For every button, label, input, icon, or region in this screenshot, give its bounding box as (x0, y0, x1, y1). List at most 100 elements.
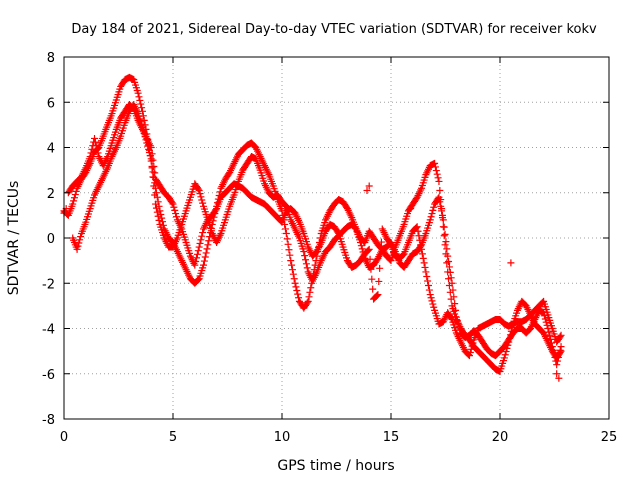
data-point (443, 245, 451, 253)
data-point (436, 198, 444, 206)
data-point (198, 196, 206, 204)
data-point (428, 297, 436, 305)
data-point (136, 96, 144, 104)
data-point (428, 210, 436, 218)
y-tick-label: -6 (42, 368, 55, 383)
x-tick-label: 25 (601, 430, 618, 445)
data-point (557, 331, 565, 339)
data-point (368, 275, 376, 283)
data-point (454, 320, 462, 328)
data-point (440, 232, 448, 240)
data-point (547, 339, 555, 347)
data-point (369, 285, 377, 293)
data-point (427, 294, 435, 302)
x-tick-label: 10 (274, 430, 291, 445)
data-point (364, 246, 372, 254)
data-point (283, 235, 291, 243)
y-tick-label: 6 (47, 96, 55, 111)
data-point (145, 148, 153, 156)
data-point (301, 252, 309, 260)
data-point (377, 238, 385, 246)
data-point (438, 207, 446, 215)
data-point (305, 293, 313, 301)
data-point (153, 208, 161, 216)
data-point (553, 370, 561, 378)
data-point (195, 186, 203, 194)
data-point (199, 229, 207, 237)
y-tick-label: 4 (47, 142, 55, 157)
data-point (556, 333, 564, 341)
data-point (93, 145, 101, 153)
data-point (501, 351, 509, 359)
data-point (445, 263, 453, 271)
y-axis-label: SDTVAR / TECUs (6, 181, 22, 296)
data-point (418, 250, 426, 258)
data-point (300, 248, 308, 256)
data-point (196, 190, 204, 198)
data-point (375, 277, 383, 285)
data-point (451, 300, 459, 308)
data-point (540, 312, 548, 320)
data-point (94, 149, 102, 157)
ticks-layer: 0 5 10 15 20 25 -8 -6 -4 -2 0 2 4 6 8 (42, 51, 617, 445)
data-point (71, 191, 79, 199)
data-point (438, 211, 446, 219)
data-point (75, 239, 83, 247)
data-point (148, 164, 156, 172)
data-point (356, 239, 364, 247)
data-point (547, 335, 555, 343)
data-point (548, 343, 556, 351)
data-point (72, 187, 80, 195)
data-point (446, 268, 454, 276)
data-point (152, 200, 160, 208)
data-point (452, 306, 460, 314)
data-point (554, 357, 562, 365)
data-point (502, 348, 510, 356)
data-point (203, 245, 211, 253)
data-point (465, 352, 473, 360)
data-point (295, 294, 303, 302)
data-point (440, 223, 448, 231)
data-point (417, 242, 425, 250)
data-point (172, 213, 180, 221)
data-point (138, 104, 146, 112)
data-point (70, 194, 78, 202)
data-point (357, 242, 365, 250)
data-point (86, 153, 94, 161)
data-point (435, 177, 443, 185)
data-point (294, 290, 302, 298)
data-point (146, 152, 154, 160)
data-point (415, 232, 423, 240)
data-point (453, 316, 461, 324)
data-point (447, 274, 455, 282)
data-point (423, 272, 431, 280)
data-point (302, 260, 310, 268)
x-tick-label: 0 (60, 430, 68, 445)
data-point (76, 236, 84, 244)
data-point (139, 126, 147, 134)
data-point (467, 345, 475, 353)
data-point (444, 252, 452, 260)
data-point (137, 100, 145, 108)
data-point (147, 155, 155, 163)
data-point (469, 339, 477, 347)
data-point (434, 174, 442, 182)
data-point (351, 224, 359, 232)
data-point (306, 288, 314, 296)
data-point (424, 277, 432, 285)
data-point (138, 123, 146, 131)
marks-layer (60, 73, 565, 382)
data-point (285, 246, 293, 254)
data-point (429, 300, 437, 308)
data-point (407, 205, 415, 213)
data-point (195, 243, 203, 251)
data-point (74, 242, 82, 250)
data-point (142, 136, 150, 144)
data-point (194, 185, 202, 193)
data-point (169, 200, 177, 208)
data-point (448, 279, 456, 287)
data-point (149, 173, 157, 181)
data-point (200, 257, 208, 265)
data-point (303, 264, 311, 272)
